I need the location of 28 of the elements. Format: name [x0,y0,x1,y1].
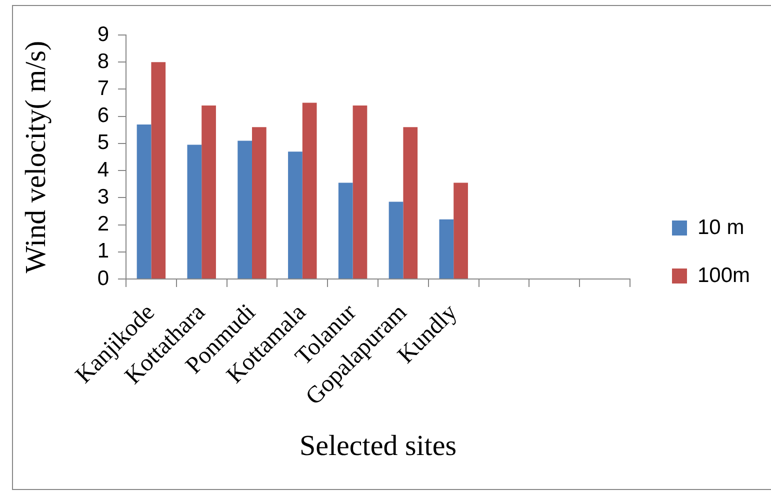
y-tick-label: 1 [97,240,109,263]
x-axis-title: Selected sites [299,430,457,462]
y-tick-label: 3 [97,185,109,208]
y-axis-title: Wind velocity( m/s) [20,40,52,274]
y-tick-label: 9 [97,22,109,46]
bar [338,182,353,278]
bar [187,144,202,278]
bar [238,140,252,278]
bar [388,202,404,278]
bar [252,127,266,278]
y-tick-label: 7 [97,77,109,100]
y-tick-label: 0 [97,266,109,290]
y-tick-label: 2 [97,212,109,236]
legend-label: 100m [698,264,750,287]
y-tick-label: 8 [97,50,109,73]
bar [439,219,454,278]
bar [352,105,368,278]
bar [403,127,418,278]
bar [302,102,317,278]
bar [288,152,302,278]
bar [151,62,166,278]
y-tick-label: 4 [97,158,110,182]
y-tick-label: 5 [97,131,109,154]
bar [136,124,152,278]
legend-label: 10 m [698,216,744,239]
bar [454,182,468,278]
bar [202,105,216,278]
y-tick-label: 6 [97,104,109,128]
